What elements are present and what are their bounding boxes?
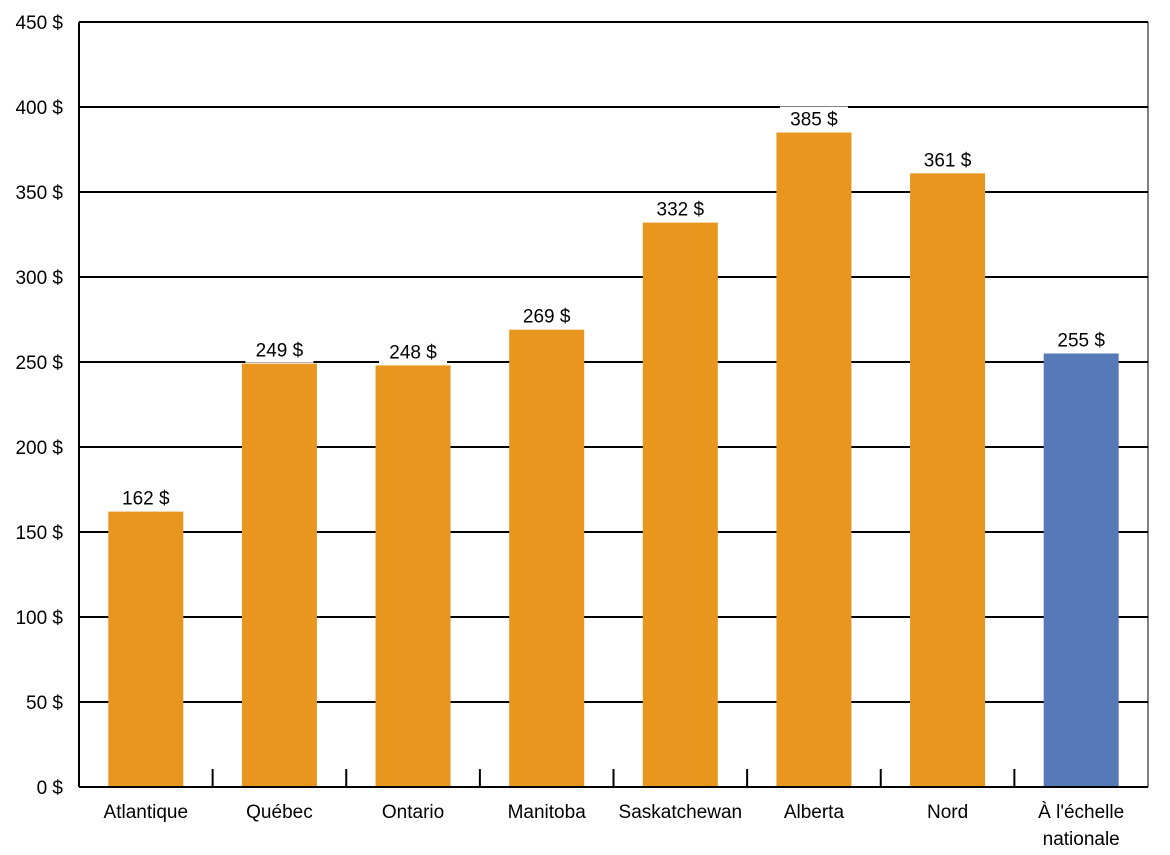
bar [1043, 353, 1119, 787]
y-tick-label: 50 $ [26, 693, 63, 714]
bars [108, 132, 1119, 788]
data-label: 269 $ [523, 307, 571, 328]
bar [642, 222, 718, 788]
data-label-background [245, 337, 314, 363]
data-label-background [646, 196, 715, 222]
bar [910, 173, 986, 788]
data-label-background [913, 147, 982, 173]
y-tick-label: 100 $ [15, 608, 63, 629]
y-tick-label: 400 $ [15, 98, 63, 119]
data-label: 361 $ [924, 150, 972, 171]
data-label: 385 $ [790, 110, 838, 131]
y-axis-tick-labels: 0 $ 50 $ 100 $ 150 $ 200 $ 250 $ 300 $ 350 $ 400… [15, 13, 63, 799]
data-label-background [512, 303, 581, 329]
axes [78, 22, 1149, 788]
data-label: 249 $ [256, 341, 304, 362]
x-tick-label: Alberta [784, 802, 845, 823]
x-tick-label: Québec [246, 802, 313, 823]
data-label: 248 $ [389, 342, 437, 363]
data-label-background [111, 485, 180, 511]
bar [776, 132, 852, 787]
x-tick-label: À l'échelle [1038, 802, 1124, 823]
data-labels: 162 $ 249 $ 248 $ 269 $ 332 $ 385 $ 361 $ 255 $ [111, 106, 1116, 511]
data-label: 162 $ [122, 489, 170, 510]
data-label-background [379, 339, 448, 365]
data-label-background [1047, 327, 1116, 353]
y-tick-label: 350 $ [15, 183, 63, 204]
x-tick-label: Nord [927, 802, 968, 823]
y-tick-label: 450 $ [15, 13, 63, 34]
data-label: 255 $ [1057, 331, 1105, 352]
bar [509, 329, 585, 787]
x-tick-label: Atlantique [104, 802, 189, 823]
x-tick-label: Ontario [382, 802, 444, 823]
bar [241, 363, 317, 787]
bar [375, 365, 451, 787]
bar [108, 511, 184, 787]
data-label-background [779, 106, 848, 132]
y-tick-label: 300 $ [15, 268, 63, 289]
y-tick-label: 250 $ [15, 353, 63, 374]
x-tick-label: Saskatchewan [619, 802, 743, 823]
y-tick-label: 150 $ [15, 523, 63, 544]
y-tick-label: 0 $ [37, 778, 64, 799]
gridlines [79, 21, 1148, 703]
data-label: 332 $ [657, 200, 705, 221]
x-tick-label: nationale [1043, 829, 1120, 850]
y-tick-label: 200 $ [15, 438, 63, 459]
x-tick-label: Manitoba [508, 802, 587, 823]
x-axis-tick-labels: Atlantique Québec Ontario Manitoba Saskatche… [104, 802, 1125, 850]
